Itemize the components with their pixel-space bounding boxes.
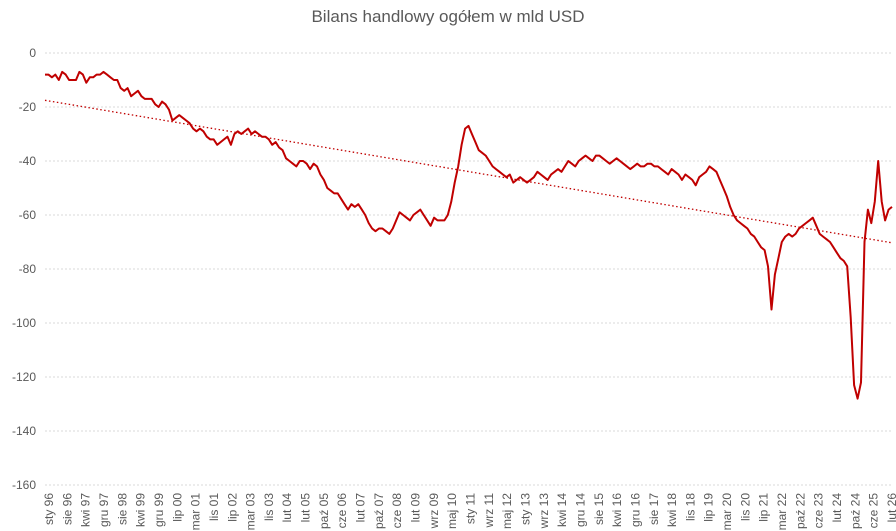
y-tick-label: 0 — [29, 46, 36, 60]
x-tick-label: lip 02 — [225, 493, 239, 522]
x-tick-label: cze 06 — [335, 493, 349, 529]
y-tick-label: -140 — [12, 424, 36, 438]
series-layer — [44, 70, 893, 400]
x-tick-label: lis 20 — [738, 493, 752, 521]
x-tick-label: paź 05 — [317, 493, 331, 529]
x-tick-label: paź 24 — [848, 493, 862, 529]
x-tick-label: lip 21 — [757, 493, 771, 522]
x-tick-label: gru 14 — [573, 493, 587, 527]
y-axis-labels: 0 -20 -40 -60 -80 -100 -120 -140 -160 — [12, 46, 36, 492]
x-tick-label: sie 17 — [647, 493, 661, 525]
y-tick-label: -20 — [19, 100, 37, 114]
x-tick-label: kwi 16 — [610, 493, 624, 527]
x-tick-label: kwi 97 — [79, 493, 93, 527]
x-tick-label: lip 00 — [170, 493, 184, 522]
x-tick-label: mar 22 — [775, 493, 789, 531]
x-tick-label: maj 12 — [500, 493, 514, 529]
x-tick-label: sie 15 — [592, 493, 606, 525]
x-tick-label: paź 22 — [793, 493, 807, 529]
x-axis-labels: sty 96 sie 96 kwi 97 gru 97 sie 98 kwi 99 gru … — [42, 493, 896, 531]
x-tick-label: cze 23 — [812, 493, 826, 529]
x-tick-label: wrz 09 — [427, 493, 441, 530]
x-tick-label: gru 99 — [152, 493, 166, 527]
trend-line — [44, 99, 893, 244]
x-tick-label: sty 13 — [518, 493, 532, 525]
y-tick-label: -60 — [19, 208, 37, 222]
x-tick-label: lut 09 — [409, 493, 423, 523]
gridlines — [45, 52, 892, 486]
x-tick-label: wrz 11 — [482, 493, 496, 529]
x-tick-label: cze 08 — [390, 493, 404, 529]
trade-balance-line — [45, 70, 893, 400]
x-tick-label: wrz 13 — [537, 493, 551, 530]
x-tick-label: lut 26 — [885, 493, 896, 523]
x-tick-label: kwi 18 — [665, 493, 679, 527]
x-tick-label: mar 03 — [244, 493, 258, 531]
x-tick-label: mar 20 — [720, 493, 734, 531]
x-tick-label: gru 16 — [628, 493, 642, 527]
x-tick-label: lip 19 — [702, 493, 716, 522]
y-tick-label: -40 — [19, 154, 37, 168]
x-tick-label: lis 03 — [262, 493, 276, 521]
x-tick-label: sty 11 — [464, 493, 478, 524]
x-tick-label: gru 97 — [97, 493, 111, 527]
x-tick-label: lut 07 — [354, 493, 368, 523]
chart-title: Bilans handlowy ogółem w mld USD — [311, 7, 585, 26]
x-tick-label: sty 96 — [42, 493, 56, 525]
x-tick-label: mar 01 — [189, 493, 203, 531]
x-tick-label: lut 04 — [280, 493, 294, 523]
y-tick-label: -120 — [12, 370, 36, 384]
x-tick-label: cze 25 — [867, 493, 881, 529]
x-tick-label: kwi 99 — [134, 493, 148, 527]
x-tick-label: lut 05 — [299, 493, 313, 523]
x-tick-label: sie 96 — [60, 493, 74, 525]
x-tick-label: maj 10 — [445, 493, 459, 529]
y-tick-label: -100 — [12, 316, 36, 330]
x-tick-label: paź 07 — [372, 493, 386, 529]
x-tick-label: lut 24 — [830, 493, 844, 523]
x-tick-label: lis 01 — [207, 493, 221, 521]
y-tick-label: -160 — [12, 478, 36, 492]
x-tick-label: sie 98 — [115, 493, 129, 525]
x-tick-label: kwi 14 — [555, 493, 569, 527]
y-tick-label: -80 — [19, 262, 37, 276]
x-tick-label: lis 18 — [683, 493, 697, 521]
